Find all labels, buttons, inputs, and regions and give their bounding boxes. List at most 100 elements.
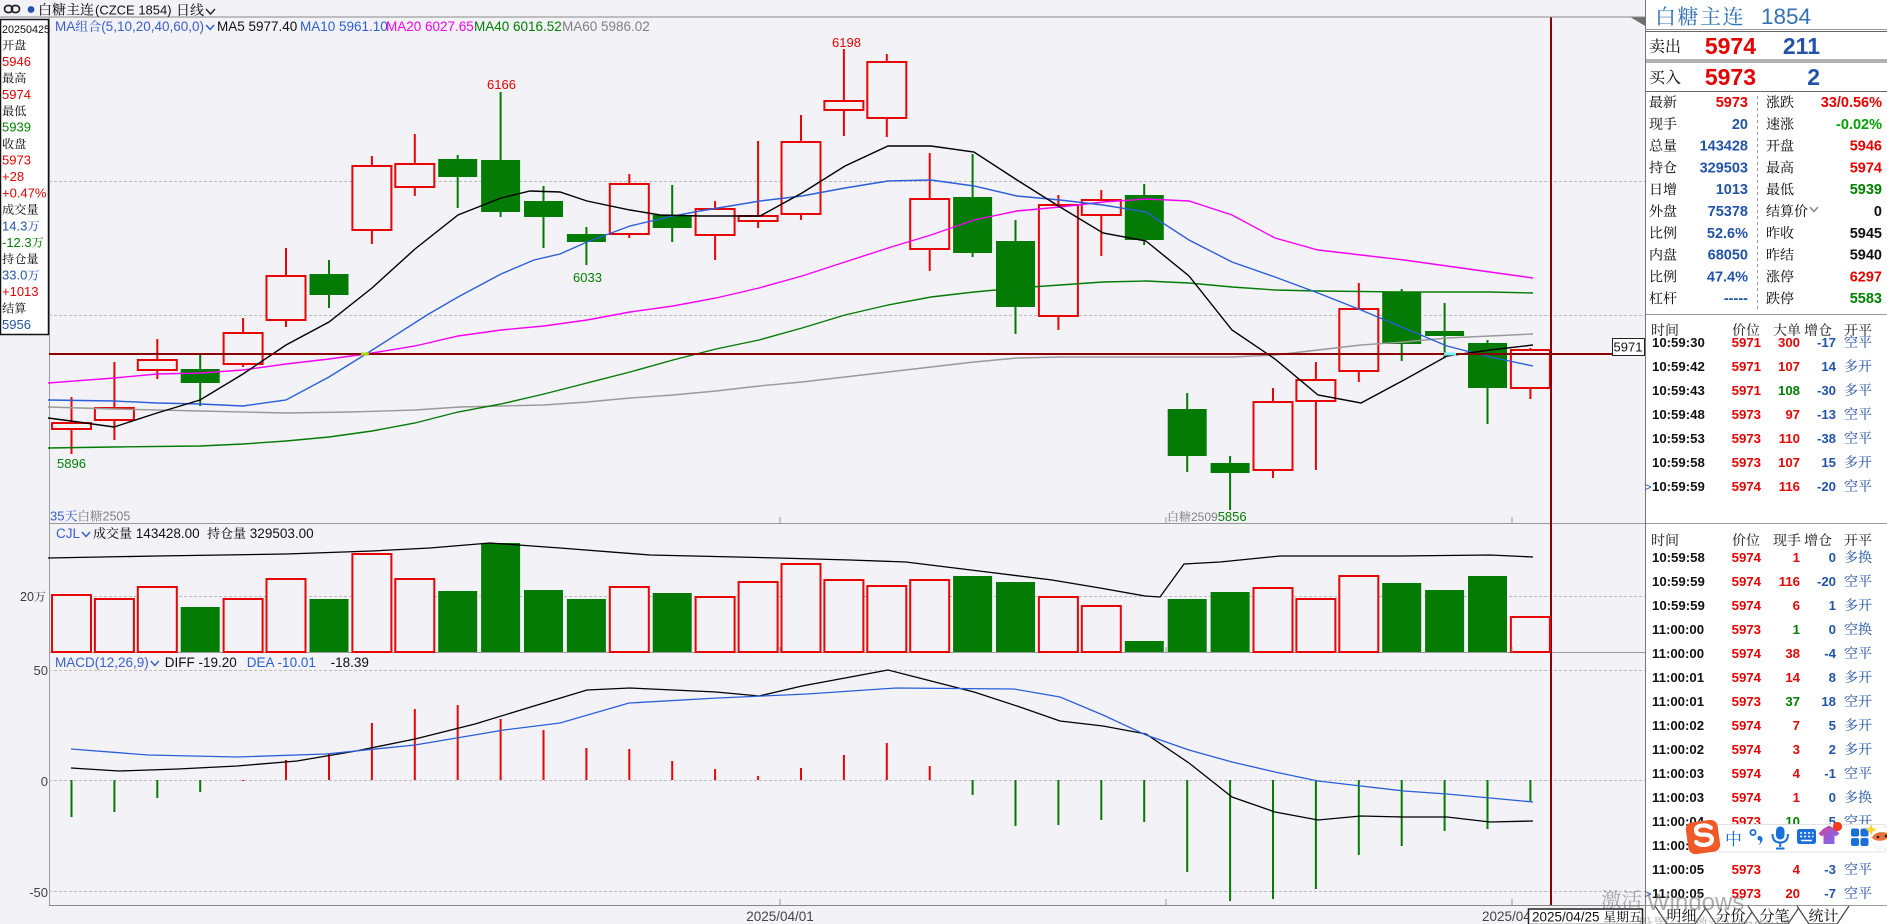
svg-text:33/0.56%: 33/0.56% xyxy=(1821,95,1882,111)
svg-text:68050: 68050 xyxy=(1708,248,1748,264)
svg-text:11:00:00: 11:00:00 xyxy=(1652,622,1704,637)
svg-text:11:00:01: 11:00:01 xyxy=(1652,670,1704,685)
svg-text:5971: 5971 xyxy=(1732,335,1761,350)
svg-text:329503.00: 329503.00 xyxy=(250,526,314,541)
svg-text:2: 2 xyxy=(1829,742,1836,757)
svg-text:0: 0 xyxy=(41,774,48,789)
svg-text:1: 1 xyxy=(1829,598,1836,613)
svg-text:20: 20 xyxy=(1785,886,1800,901)
svg-text:5973: 5973 xyxy=(1705,64,1756,90)
svg-text:>: > xyxy=(1645,480,1652,494)
svg-text:+28: +28 xyxy=(2,169,24,184)
svg-text:5: 5 xyxy=(1829,718,1836,733)
svg-text:211: 211 xyxy=(1783,33,1820,59)
svg-text:5973: 5973 xyxy=(1732,407,1761,422)
svg-text:107: 107 xyxy=(1778,359,1800,374)
svg-text:5856: 5856 xyxy=(1218,509,1247,524)
svg-text:MA20 6027.65: MA20 6027.65 xyxy=(386,19,474,34)
svg-text:5974: 5974 xyxy=(1732,790,1762,805)
svg-text:110: 110 xyxy=(1779,431,1800,446)
svg-text:-0.02%: -0.02% xyxy=(1836,117,1882,133)
svg-text:0: 0 xyxy=(1829,790,1836,805)
svg-text:-50: -50 xyxy=(29,885,48,900)
svg-text:107: 107 xyxy=(1778,455,1800,470)
svg-text:5939: 5939 xyxy=(1850,182,1882,198)
svg-text:10:59:59: 10:59:59 xyxy=(1652,574,1705,589)
svg-text:6198: 6198 xyxy=(832,35,861,50)
svg-text:50: 50 xyxy=(34,663,48,678)
svg-text:CJL: CJL xyxy=(56,526,80,541)
svg-text:DIFF -19.20: DIFF -19.20 xyxy=(165,655,237,670)
svg-text:38: 38 xyxy=(1785,646,1800,661)
svg-text:6166: 6166 xyxy=(487,77,516,92)
svg-text:47.4%: 47.4% xyxy=(1707,269,1748,285)
svg-text:5974: 5974 xyxy=(1705,33,1756,59)
svg-text:11:00:02: 11:00:02 xyxy=(1652,742,1704,757)
svg-text:5973: 5973 xyxy=(2,153,31,168)
svg-text:11:00:02: 11:00:02 xyxy=(1652,718,1704,733)
svg-text:Windows: Windows xyxy=(1647,889,1744,916)
svg-text:5945: 5945 xyxy=(1850,226,1882,242)
svg-text:2505: 2505 xyxy=(103,510,131,524)
svg-text:1: 1 xyxy=(1793,790,1800,805)
svg-text:5974: 5974 xyxy=(1732,718,1762,733)
svg-text:-20: -20 xyxy=(1817,479,1836,494)
svg-text:2509: 2509 xyxy=(1191,510,1218,524)
svg-text:5973: 5973 xyxy=(1716,95,1748,111)
svg-text:10:59:58: 10:59:58 xyxy=(1652,550,1705,565)
svg-text:10:59:58: 10:59:58 xyxy=(1652,455,1705,470)
svg-text:0: 0 xyxy=(1829,622,1836,637)
svg-text:5: 5 xyxy=(1829,814,1836,829)
svg-text:11:00:05: 11:00:05 xyxy=(1652,886,1704,901)
svg-text:MA40 6016.52: MA40 6016.52 xyxy=(474,19,562,34)
svg-text:-18.39: -18.39 xyxy=(331,655,369,670)
svg-text:143428: 143428 xyxy=(1700,139,1748,155)
svg-text:5974: 5974 xyxy=(2,87,31,102)
svg-text:-4: -4 xyxy=(1824,646,1836,661)
svg-text:(5,10,20,40,60,0): (5,10,20,40,60,0) xyxy=(101,19,204,34)
svg-text:>: > xyxy=(1645,887,1652,901)
svg-text:10:59:43: 10:59:43 xyxy=(1652,383,1705,398)
svg-text:116: 116 xyxy=(1779,479,1800,494)
svg-text:35: 35 xyxy=(50,509,64,524)
svg-text:2025/04/01: 2025/04/01 xyxy=(746,909,814,924)
svg-text:5971: 5971 xyxy=(1732,383,1761,398)
svg-text:5974: 5974 xyxy=(1732,646,1762,661)
svg-text:1: 1 xyxy=(1793,622,1800,637)
svg-text:5974: 5974 xyxy=(1732,670,1762,685)
svg-text:-20: -20 xyxy=(1817,574,1836,589)
svg-text:10:59:53: 10:59:53 xyxy=(1652,431,1705,446)
svg-text:-13: -13 xyxy=(1817,407,1836,422)
svg-text:5973: 5973 xyxy=(1732,455,1761,470)
svg-text:5940: 5940 xyxy=(1850,248,1882,264)
svg-text:10:59:59: 10:59:59 xyxy=(1652,598,1705,613)
svg-text:97: 97 xyxy=(1785,407,1800,422)
svg-text:0: 0 xyxy=(1829,550,1836,565)
svg-text:329503: 329503 xyxy=(1700,160,1748,176)
svg-text:11:00:00: 11:00:00 xyxy=(1652,646,1704,661)
svg-text:5946: 5946 xyxy=(2,54,31,69)
svg-text:20: 20 xyxy=(20,590,34,604)
svg-text:11:00:03: 11:00:03 xyxy=(1652,790,1704,805)
svg-text:5974: 5974 xyxy=(1732,479,1762,494)
svg-text:3: 3 xyxy=(1793,742,1800,757)
svg-text:5973: 5973 xyxy=(1732,862,1761,877)
svg-text:6: 6 xyxy=(1793,598,1800,613)
svg-text:5974: 5974 xyxy=(1732,742,1762,757)
svg-text:116: 116 xyxy=(1779,574,1800,589)
svg-text:20250425: 20250425 xyxy=(2,24,50,36)
svg-text:MA10 5961.10: MA10 5961.10 xyxy=(300,19,388,34)
svg-text:11:00:03: 11:00:03 xyxy=(1652,766,1704,781)
svg-text:6297: 6297 xyxy=(1850,269,1882,285)
svg-text:37: 37 xyxy=(1785,694,1800,709)
svg-text:5973: 5973 xyxy=(1732,886,1761,901)
svg-text:14.3: 14.3 xyxy=(2,218,27,233)
svg-text:1854: 1854 xyxy=(1761,4,1811,29)
svg-text:5973: 5973 xyxy=(1732,431,1761,446)
svg-text:10:59:59: 10:59:59 xyxy=(1652,479,1705,494)
svg-text:5971: 5971 xyxy=(1614,340,1643,355)
svg-text:20: 20 xyxy=(1732,117,1748,133)
svg-text:33.0: 33.0 xyxy=(2,268,27,283)
svg-text:52.6%: 52.6% xyxy=(1707,226,1748,242)
svg-text:1: 1 xyxy=(1793,550,1800,565)
